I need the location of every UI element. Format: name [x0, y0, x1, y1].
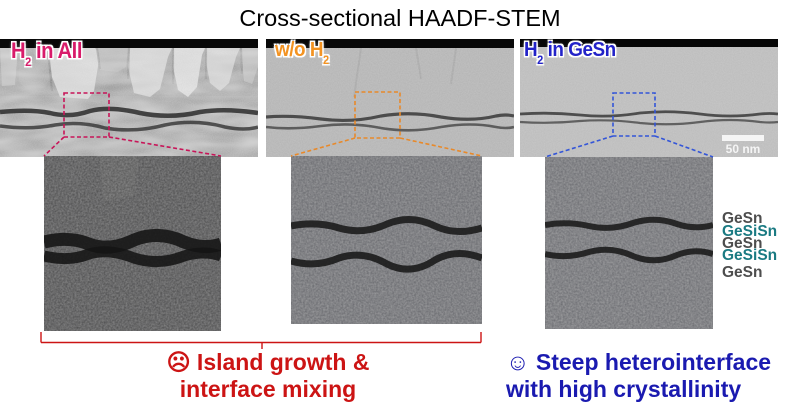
svg-text:GeSiSn: GeSiSn [722, 223, 777, 240]
svg-text:50 nm: 50 nm [726, 142, 761, 156]
svg-text:GeSn: GeSn [722, 264, 762, 281]
svg-text:GeSiSn: GeSiSn [722, 247, 777, 264]
svg-text:GeSn: GeSn [722, 235, 762, 252]
svg-text:GeSn: GeSn [722, 210, 762, 227]
